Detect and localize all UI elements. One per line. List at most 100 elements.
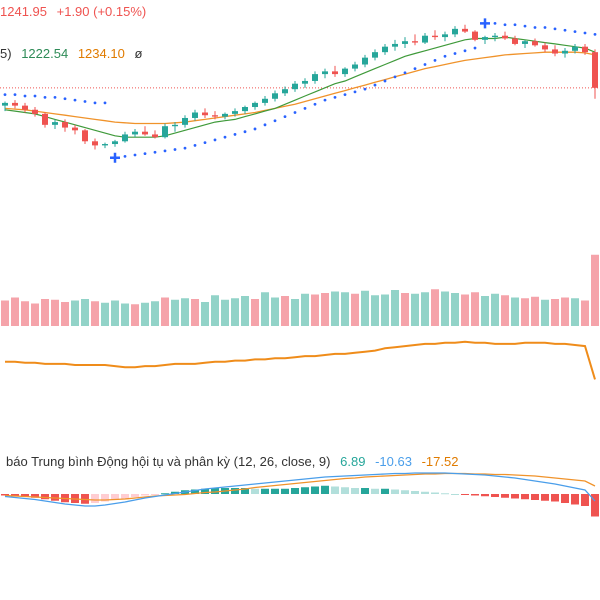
- candle-body: [42, 113, 48, 125]
- sar-dot: [493, 21, 497, 25]
- volume-bar: [421, 292, 429, 326]
- sar-dot: [213, 138, 217, 142]
- sar-dot: [3, 93, 7, 97]
- sar-dot: [73, 98, 77, 102]
- volume-bar: [221, 299, 229, 326]
- candle-body: [82, 130, 88, 142]
- macd-histogram-bar: [11, 494, 19, 497]
- candle-body: [252, 102, 258, 108]
- sar-dot: [403, 71, 407, 75]
- candle-body: [32, 109, 38, 114]
- macd-histogram-bar: [241, 488, 249, 494]
- sar-dot: [93, 101, 97, 105]
- sar-dot: [243, 130, 247, 134]
- macd-legend[interactable]: báo Trung bình Động hội tụ và phân kỳ (1…: [6, 454, 464, 469]
- volume-bar: [61, 302, 69, 326]
- volume-bar: [81, 299, 89, 326]
- sar-dot: [43, 96, 47, 99]
- sar-dot: [163, 149, 167, 153]
- sar-dot: [173, 148, 177, 151]
- macd-histogram-bar: [461, 494, 469, 495]
- candle-body: [552, 49, 558, 54]
- volume-bar: [231, 298, 239, 326]
- volume-bar: [261, 292, 269, 326]
- sar-dot: [203, 141, 207, 145]
- volume-bar: [141, 302, 149, 326]
- volume-bar: [571, 298, 579, 326]
- candle-body: [292, 83, 298, 90]
- oscillator-line: [5, 340, 596, 380]
- volume-bar: [201, 302, 209, 326]
- sar-dot: [473, 46, 477, 50]
- sar-dot: [513, 23, 517, 27]
- sar-dot: [353, 90, 357, 94]
- volume-bar: [321, 293, 329, 326]
- volume-bar: [411, 293, 419, 326]
- sar-dot: [283, 115, 287, 119]
- macd-histogram-bar: [251, 488, 259, 494]
- volume-bar: [491, 293, 499, 326]
- sar-dot: [393, 75, 397, 79]
- sar-dot: [573, 30, 577, 33]
- candle-body: [452, 28, 458, 35]
- volume-bar: [311, 294, 319, 326]
- candle-body: [102, 144, 108, 146]
- volume-bar: [171, 299, 179, 326]
- candle-body: [212, 115, 218, 117]
- volume-bar: [551, 299, 559, 326]
- macd-histogram-bar: [451, 494, 459, 495]
- volume-bar: [111, 300, 119, 326]
- candle-body: [232, 111, 238, 114]
- ma-slow-line: [4, 51, 596, 125]
- candle-body: [512, 38, 518, 44]
- ma-legend[interactable]: 5) 1222.54 1234.10 ø: [0, 46, 148, 61]
- macd-histogram-bar: [521, 494, 529, 500]
- macd-histogram-bar: [321, 485, 329, 494]
- volume-bar: [41, 299, 49, 326]
- sar-dot: [83, 100, 87, 103]
- volume-bar: [381, 294, 389, 326]
- macd-signal-value: -17.52: [421, 454, 459, 469]
- macd-histogram-bar: [141, 494, 149, 496]
- sar-dot: [453, 52, 457, 55]
- ma-visibility-icon[interactable]: ø: [134, 46, 143, 61]
- macd-histogram-bar: [231, 488, 239, 494]
- macd-histogram-bar: [111, 494, 119, 500]
- sar-dot: [413, 67, 417, 71]
- macd-histogram-bar: [1, 494, 9, 496]
- volume-bar: [391, 290, 399, 326]
- volume-bar: [131, 304, 139, 326]
- macd-histogram-bar: [191, 489, 199, 494]
- volume-bar: [341, 292, 349, 326]
- sar-dot: [63, 97, 67, 101]
- sar-dot: [333, 96, 337, 99]
- sar-dot: [253, 127, 257, 131]
- sar-dot: [193, 144, 197, 147]
- candle-body: [2, 102, 8, 106]
- macd-histogram-bar: [271, 488, 279, 494]
- macd-histogram-bar: [371, 488, 379, 494]
- candle-body: [202, 112, 208, 116]
- price-pane: [0, 18, 600, 163]
- candle-body: [192, 112, 198, 118]
- macd-histogram-bar: [121, 494, 129, 499]
- volume-bar: [1, 300, 9, 326]
- volume-bar: [101, 302, 109, 326]
- last-price: 1241.95: [0, 4, 47, 19]
- candle-body: [272, 93, 278, 99]
- volume-bar: [191, 299, 199, 326]
- volume-bar: [151, 301, 159, 326]
- candle-body: [332, 71, 338, 75]
- volume-bar: [541, 299, 549, 326]
- macd-histogram-bar: [571, 494, 579, 505]
- sar-dot: [383, 79, 387, 83]
- candle-body: [182, 117, 188, 125]
- candle-body: [52, 122, 58, 125]
- macd-histogram-bar: [591, 494, 599, 517]
- macd-histogram-bar: [421, 491, 429, 494]
- sar-dot: [373, 83, 377, 87]
- candle-body: [92, 141, 98, 146]
- macd-line-value: -10.63: [375, 454, 412, 469]
- macd-histogram-bar: [201, 488, 209, 494]
